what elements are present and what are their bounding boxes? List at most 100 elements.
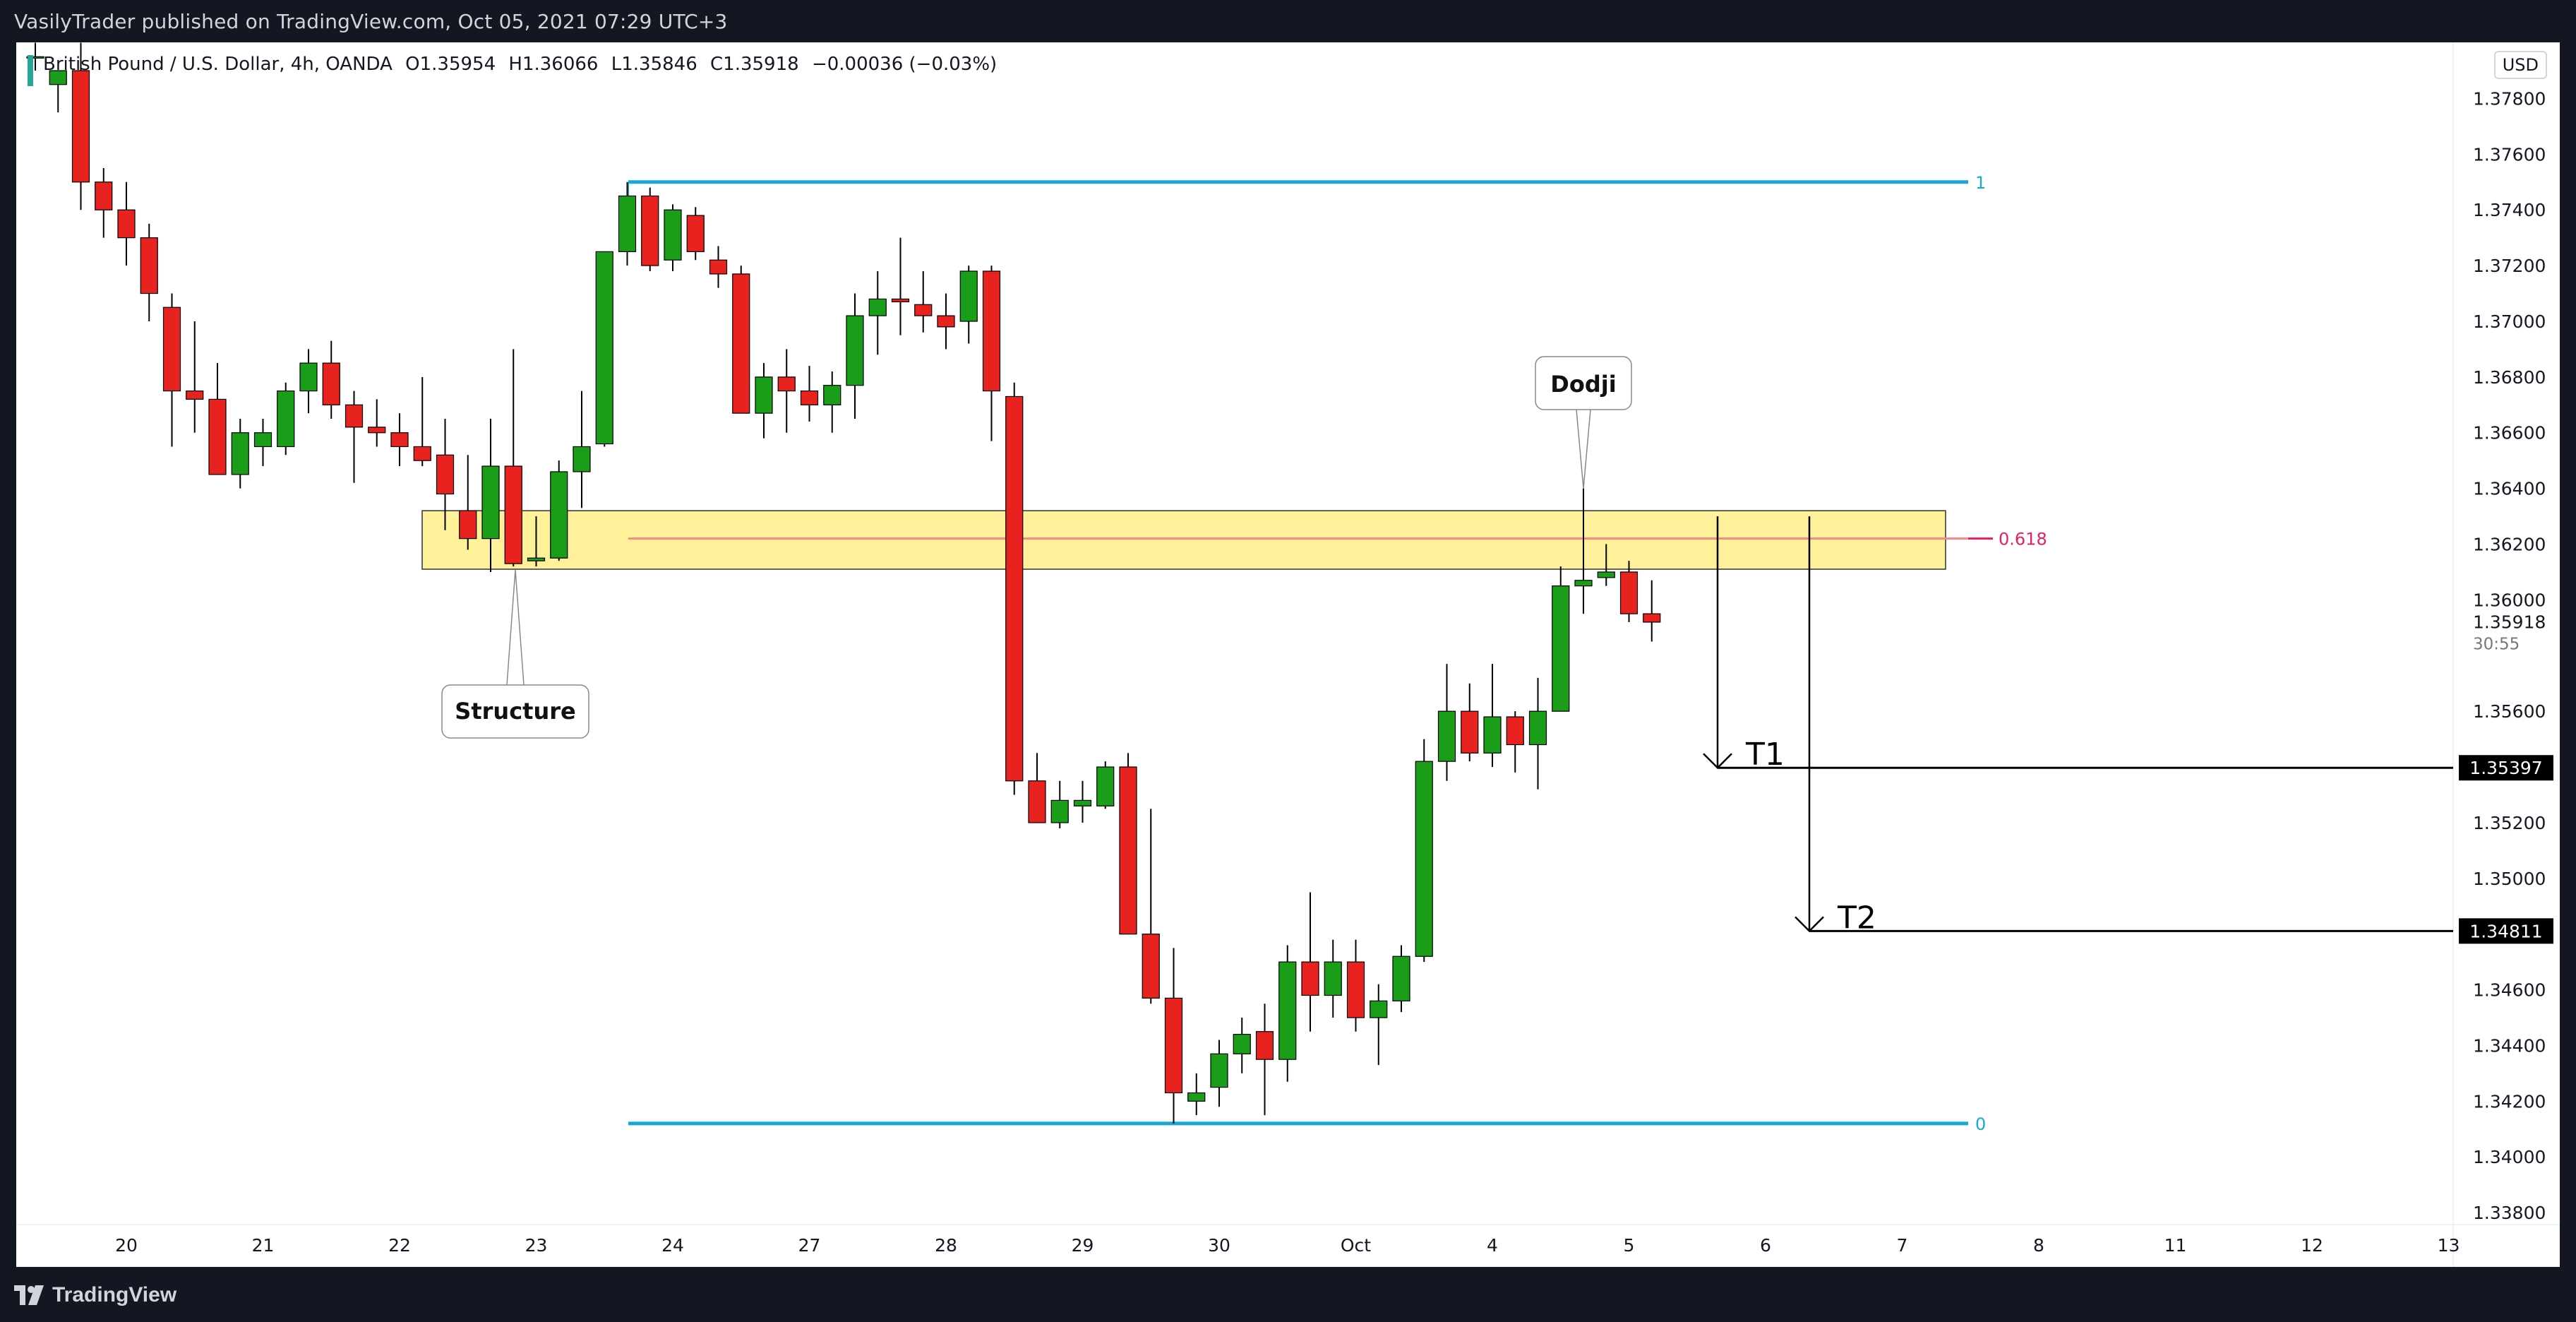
candle-body	[1370, 1000, 1388, 1018]
time-tick-label: 23	[525, 1235, 548, 1256]
time-tick-label: 5	[1624, 1235, 1635, 1256]
candle-body	[1392, 955, 1410, 1001]
time-tick-label: 7	[1897, 1235, 1908, 1256]
candle-body	[1643, 613, 1661, 623]
legend-low: L1.35846	[611, 54, 697, 75]
candle-body	[481, 465, 500, 540]
price-tick-label: 1.33800	[2473, 1203, 2546, 1223]
candle-body	[846, 315, 864, 386]
currency-badge[interactable]: USD	[2493, 51, 2547, 79]
price-tick-label: 1.37400	[2473, 200, 2546, 220]
tradingview-icon	[14, 1285, 44, 1305]
t2-label: T2	[1837, 900, 1876, 936]
axis-price-badge	[2459, 918, 2553, 944]
publisher-text: VasilyTrader published on TradingView.co…	[14, 10, 728, 33]
candle-body	[868, 298, 887, 316]
candle-body	[1278, 961, 1297, 1060]
price-tick-label: 1.35000	[2473, 869, 2546, 889]
candle-body	[345, 404, 364, 428]
chart-area[interactable]: 1.37800 1.37600 1.37400 1.37200 1.37000 1.368…	[16, 42, 2560, 1267]
tradingview-brand: TradingView	[52, 1283, 177, 1306]
candle-body	[459, 510, 477, 540]
candle-body	[937, 315, 955, 328]
candle-body	[95, 181, 113, 210]
price-tick-label: 1.34600	[2473, 980, 2546, 1001]
candle-body	[1552, 585, 1570, 712]
candle-body	[1574, 580, 1593, 587]
candle-body	[1142, 934, 1160, 999]
price-tick-label: 1.37200	[2473, 256, 2546, 276]
time-tick-label: 30	[1208, 1235, 1230, 1256]
legend-color-marker	[28, 55, 33, 86]
candle-body	[1597, 571, 1615, 578]
legend-close: C1.35918	[710, 54, 799, 75]
candle-body	[1506, 716, 1524, 746]
candle-body	[71, 70, 90, 183]
candle-body	[277, 390, 295, 448]
legend-high: H1.36066	[508, 54, 599, 75]
price-tick-label: 1.34400	[2473, 1035, 2546, 1056]
fib-level-label: 0	[1975, 1114, 1986, 1134]
candle-body	[982, 270, 1001, 392]
axis-price-badge	[2459, 755, 2553, 781]
candle-body	[527, 557, 546, 561]
price-tick-label: 1.34200	[2473, 1091, 2546, 1112]
axis-price-badge-label: 1.34811	[2469, 921, 2542, 941]
candle-body	[914, 304, 933, 316]
time-tick-label: Oct	[1341, 1235, 1371, 1256]
time-tick-label: 4	[1487, 1235, 1498, 1256]
candle-body	[1005, 395, 1024, 782]
t1-label: T1	[1745, 737, 1785, 773]
candle-body	[959, 270, 978, 322]
candle-body	[550, 471, 568, 559]
price-tick-label: 1.36400	[2473, 479, 2546, 499]
candle-body	[777, 376, 796, 392]
time-tick-label: 12	[2301, 1235, 2323, 1256]
candle-body	[664, 209, 682, 261]
candle-body	[618, 195, 637, 252]
time-tick-label: 22	[388, 1235, 411, 1256]
candle-body	[1119, 766, 1137, 935]
candle-body	[117, 209, 136, 239]
candle-body	[140, 237, 158, 294]
legend-change: −0.00036 (−0.03%)	[811, 54, 998, 75]
structure-callout-pointer	[506, 570, 525, 686]
price-tick-label: 1.36600	[2473, 423, 2546, 443]
price-tick-label: 1.37800	[2473, 88, 2546, 109]
structure-label: Structure	[455, 698, 575, 725]
structure-callout-box	[441, 684, 589, 739]
candle-body	[1461, 710, 1479, 754]
candle-body	[1096, 766, 1115, 806]
dodji-callout-pointer	[1576, 409, 1591, 489]
price-tick-label: 1.35600	[2473, 701, 2546, 722]
dodji-callout-box	[1535, 356, 1632, 410]
candle-body	[1187, 1092, 1206, 1102]
candle-body	[162, 306, 181, 392]
time-tick-label: 8	[2033, 1235, 2044, 1256]
bar-countdown-label: 30:55	[2473, 636, 2520, 654]
candle-body	[413, 446, 431, 461]
last-price-label: 1.35918	[2473, 612, 2546, 633]
candle-body	[595, 251, 613, 445]
supply-demand-zone	[421, 510, 1946, 570]
candle-body	[1528, 710, 1547, 746]
tradingview-logo[interactable]: TradingView	[14, 1281, 176, 1309]
time-tick-label: 29	[1072, 1235, 1094, 1256]
price-tick-label: 1.35200	[2473, 813, 2546, 833]
candle-body	[686, 215, 705, 252]
candle-body	[1233, 1034, 1251, 1054]
time-tick-label: 21	[252, 1235, 275, 1256]
time-tick-label: 24	[661, 1235, 684, 1256]
candle-body	[1301, 961, 1319, 996]
candle-body	[1324, 961, 1342, 996]
price-chart[interactable]: 1.37800 1.37600 1.37400 1.37200 1.37000 1.368…	[16, 42, 2560, 1267]
candle-body	[732, 273, 750, 414]
candle-body	[823, 385, 841, 405]
candle-body	[436, 454, 455, 495]
candle-body	[709, 259, 728, 275]
candle-body	[1050, 799, 1069, 823]
candle-body	[1028, 780, 1046, 823]
footer-bar: TradingView	[0, 1267, 2576, 1322]
price-tick-label: 1.37000	[2473, 311, 2546, 332]
candle-body	[800, 390, 819, 405]
